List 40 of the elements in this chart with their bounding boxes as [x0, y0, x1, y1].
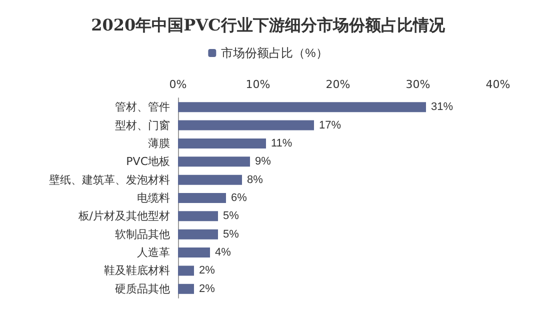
x-tick-label: 20% [326, 78, 350, 91]
bar [178, 120, 314, 130]
bar [178, 156, 250, 167]
data-label: 2% [199, 264, 216, 277]
chart-title: 2020年中国PVC行业下游细分市场份额占比情况 [91, 16, 446, 34]
x-tick-label: 0% [169, 78, 187, 91]
data-label: 11% [271, 137, 292, 150]
x-tick-label: 10% [246, 78, 270, 91]
bar [178, 193, 226, 203]
bar [178, 284, 194, 294]
data-label: 31% [431, 101, 454, 114]
y-tick-label: 电缆料 [137, 192, 170, 204]
data-label: 17% [319, 119, 342, 132]
data-label: 4% [215, 246, 232, 259]
y-tick-label: 型材、门窗 [115, 118, 170, 132]
bar [178, 138, 266, 148]
bar [178, 266, 194, 276]
bar [178, 102, 426, 112]
data-label: 5% [223, 228, 240, 240]
x-tick-label: 30% [406, 78, 430, 91]
data-label: 8% [247, 174, 264, 186]
x-tick-label: 40% [486, 78, 510, 91]
y-tick-label: 板/片材及其他型材 [77, 210, 170, 223]
data-label: 2% [199, 282, 216, 295]
bar [178, 229, 218, 240]
data-label: 6% [231, 192, 248, 204]
y-tick-label: 鞋及鞋底材料 [104, 264, 170, 278]
legend-label: 市场份额占比（%） [221, 46, 328, 60]
y-tick-label: 人造革 [137, 246, 170, 260]
y-tick-label: 管材、管件 [115, 100, 170, 114]
data-label: 5% [223, 210, 240, 222]
y-tick-label: 硬质品其他 [115, 282, 170, 296]
bar [178, 174, 242, 185]
y-tick-label: PVC地板 [126, 155, 170, 168]
bar [178, 248, 210, 258]
y-tick-label: 软制品其他 [115, 228, 170, 241]
y-tick-label: 壁纸、建筑革、发泡材料 [49, 173, 170, 186]
data-label: 9% [255, 156, 272, 168]
bar [178, 211, 218, 222]
y-tick-label: 薄膜 [148, 136, 170, 150]
